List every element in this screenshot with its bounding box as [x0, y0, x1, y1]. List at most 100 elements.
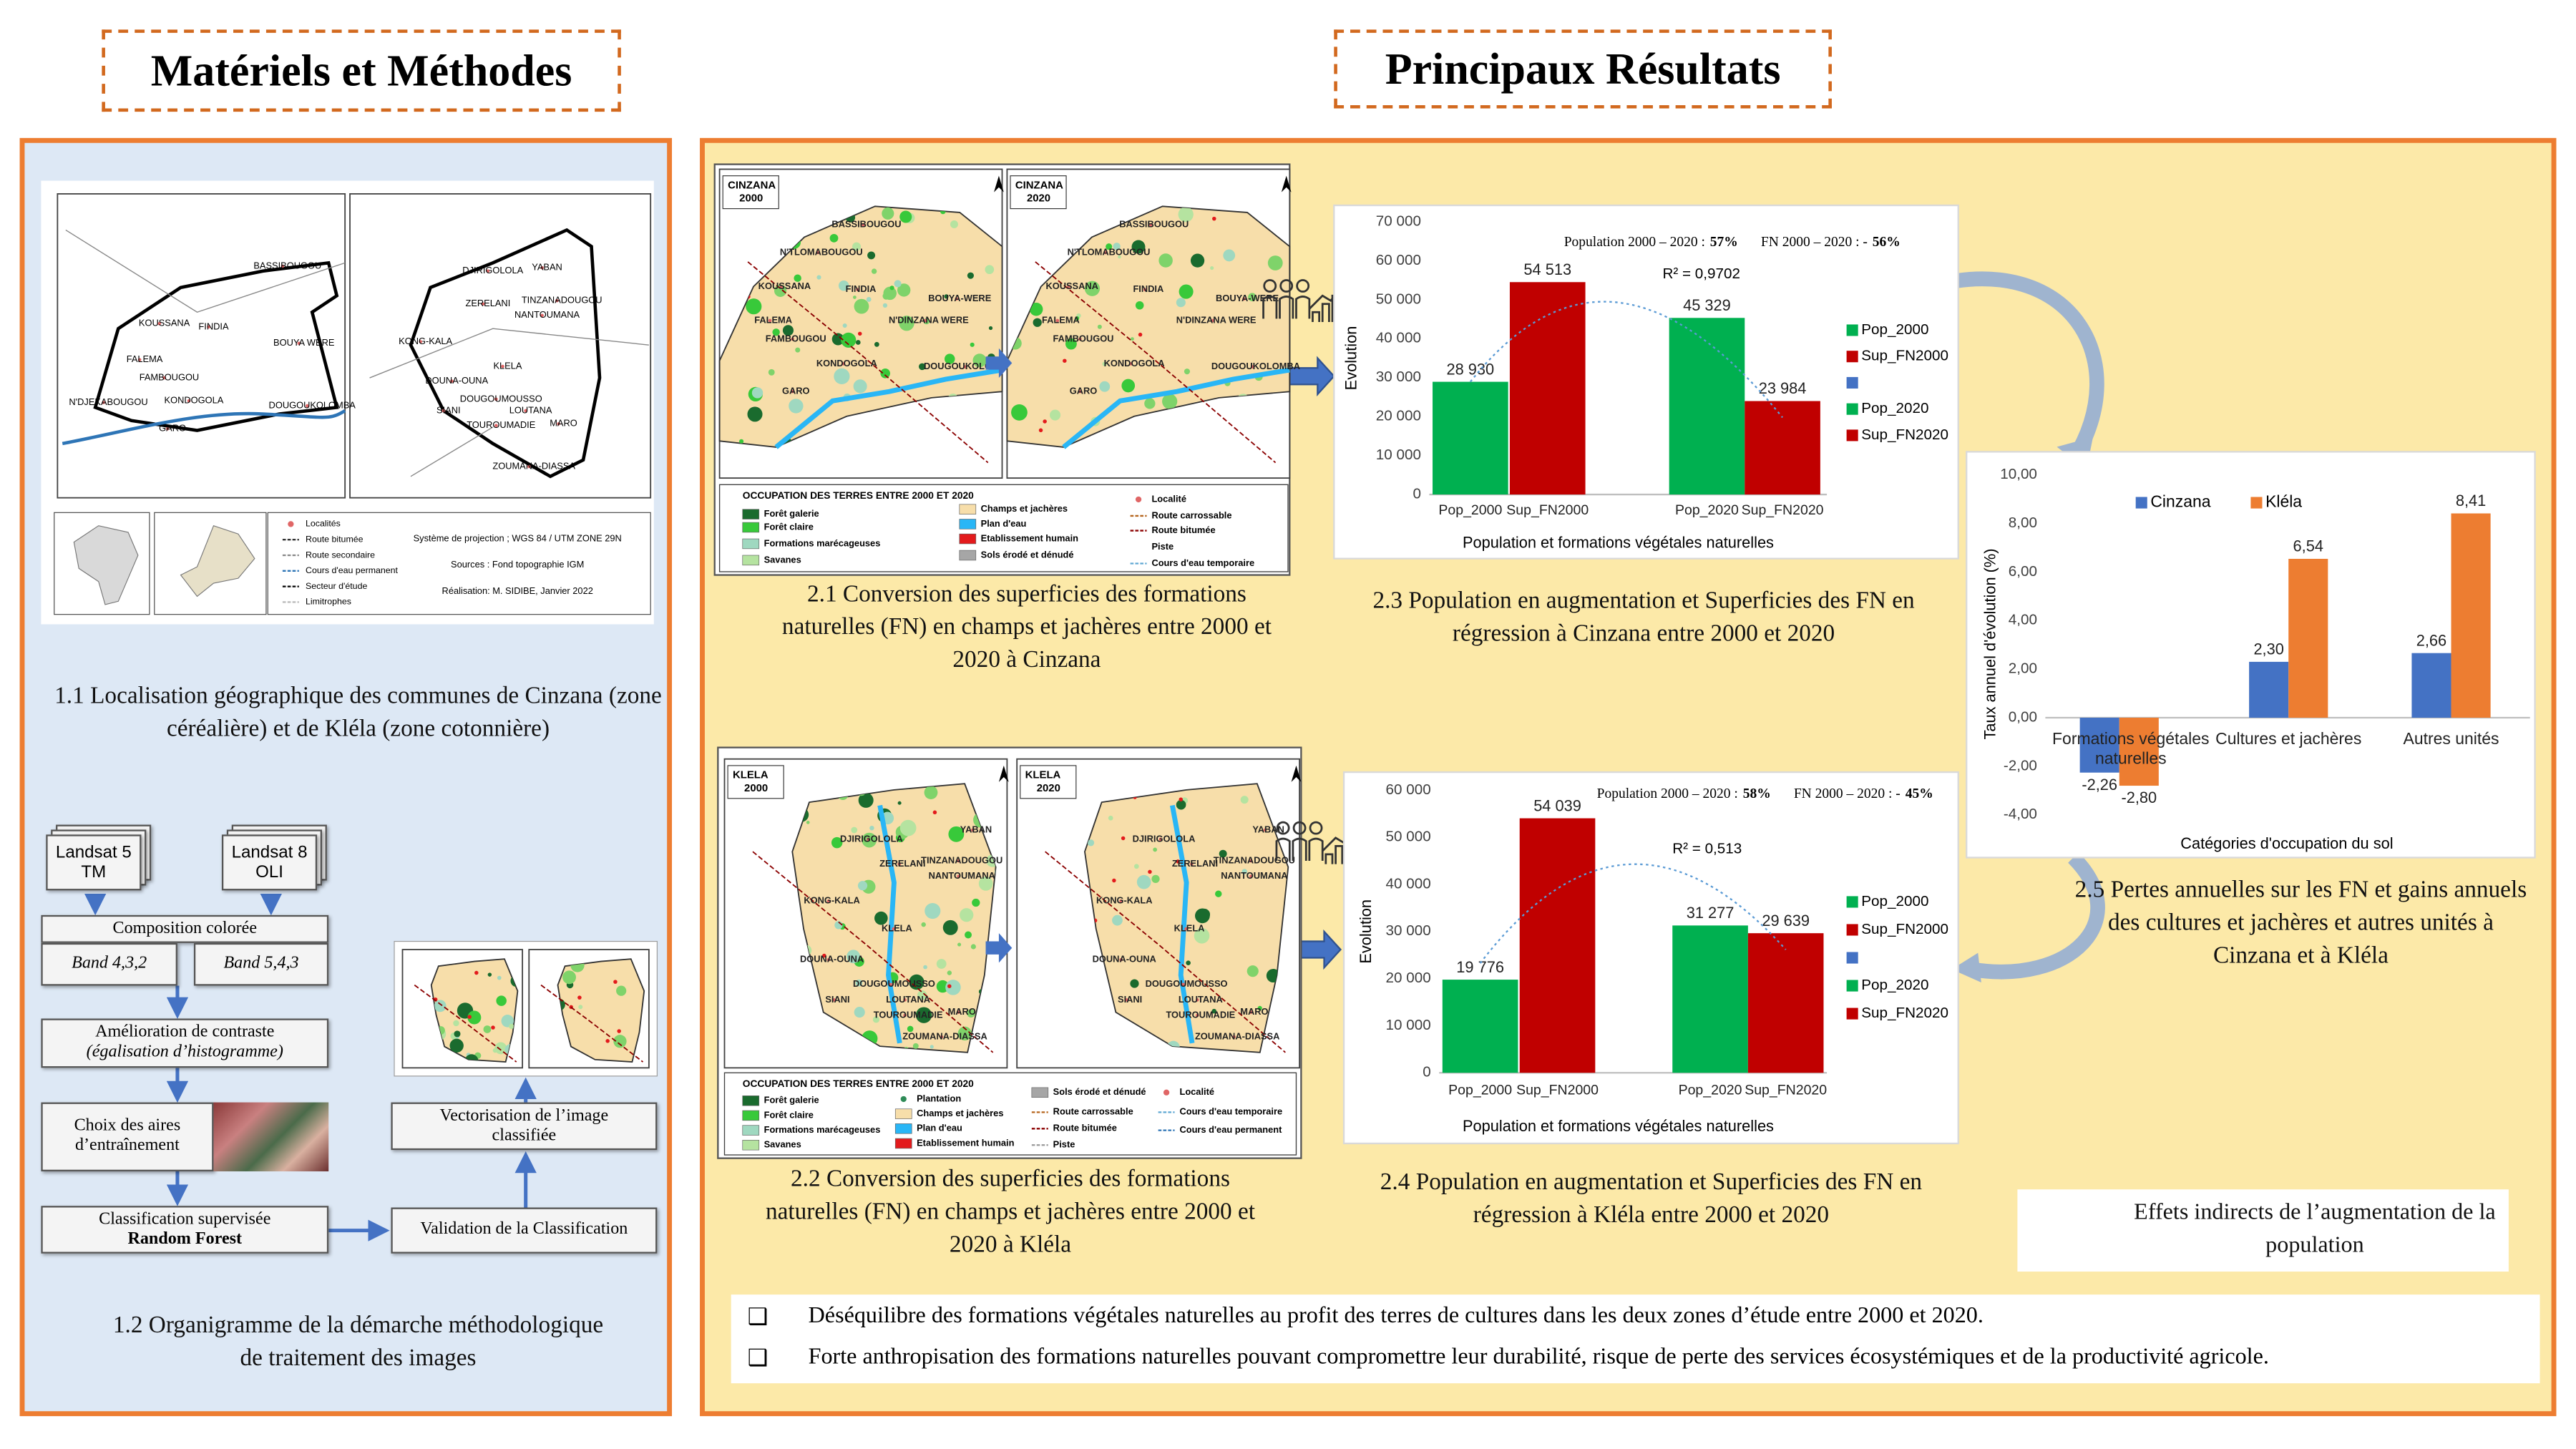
town-dot [419, 340, 423, 343]
town-dot [450, 379, 454, 383]
caption: 1.1 Localisation géographique des commun… [54, 683, 662, 743]
town-dot [1232, 1035, 1236, 1039]
settlement [1038, 428, 1043, 433]
results-header: Principaux Résultats [1334, 29, 1832, 109]
town-dot [555, 298, 559, 303]
map-year: 2020 [1027, 192, 1050, 205]
vegetation-patch [899, 819, 917, 836]
town-label: BASSIBOUGOU [253, 260, 321, 270]
town-label: DJIRIGOLOLA [840, 833, 903, 844]
mali-shape [180, 525, 255, 597]
town-label: NANTOUMANA [1221, 870, 1287, 881]
vegetation-patch [1248, 293, 1257, 302]
town-dot [1242, 297, 1246, 301]
town-label: KONDOGOLA [165, 395, 224, 406]
data-label: 54 513 [1523, 260, 1571, 278]
town-label: FINDIA [1133, 283, 1163, 294]
town-dot [494, 397, 498, 401]
x-tick-label-box: Cultures et jachères [2215, 731, 2361, 749]
training-image [213, 1102, 329, 1171]
vegetation-patch [872, 1016, 880, 1023]
legend-swatch [1846, 403, 1858, 415]
legend-swatch [900, 1096, 907, 1103]
vegetation-patch [1176, 298, 1186, 308]
legend-swatch [959, 519, 977, 530]
town-label: LOUTANA [1179, 994, 1223, 1005]
town-dot [832, 998, 836, 1002]
town-dot [862, 223, 865, 227]
legend-label: Champs et jachères [981, 503, 1068, 514]
town-label: BASSIBOUGOU [831, 219, 901, 230]
caption: 2.3 Population en augmentation et Superf… [1372, 587, 1915, 648]
contrast-box: Amélioration de contraste (égalisation d… [41, 1018, 329, 1068]
methods-header: Matériels et Méthodes [102, 29, 621, 112]
band-box: Band 4,3,2 [41, 942, 177, 986]
town-dot [889, 982, 893, 987]
vegetation-patch [831, 333, 844, 346]
vegetation-patch [1102, 361, 1107, 366]
icon-chart [1322, 825, 1358, 864]
vegetation-patch [449, 1038, 464, 1053]
road [752, 851, 994, 1053]
town-label: DJIRIGOLOLA [462, 265, 523, 275]
road [1045, 851, 1286, 1053]
data-label: 19 776 [1456, 958, 1504, 976]
vegetation-patch [1106, 243, 1113, 250]
vegetation-patch [578, 1005, 583, 1010]
vegetation-patch [1130, 979, 1139, 988]
town-label: DOUGOUMOUSSO [460, 393, 542, 404]
town-label: DOUNA-OUNA [1093, 954, 1156, 965]
vegetation-patch [858, 792, 874, 808]
town-label: KONDOGOLA [816, 358, 877, 369]
annotation-part: FN 2000 – 2020 : - [1761, 235, 1868, 250]
road [1035, 261, 1277, 464]
y-tick-label: 10 000 [1376, 447, 1421, 463]
town-dot [903, 998, 907, 1002]
vegetation-patch [909, 974, 924, 990]
town-label: ZOUMANA-DIASSA [492, 460, 575, 471]
vegetation-patch [945, 980, 961, 995]
town-label: FALEMA [1042, 314, 1080, 325]
vegetation-patch [1118, 255, 1121, 259]
data-label: 45 329 [1683, 296, 1731, 314]
legend-swatch [1846, 924, 1858, 936]
vegetation-patch [562, 970, 576, 985]
x-axis-title: Population et formations végétales natur… [1463, 1117, 1774, 1135]
vegetation-patch [1151, 874, 1160, 883]
landsat5-box: Landsat 5 TM [46, 834, 142, 891]
vegetation-patch [965, 931, 972, 939]
town-label: FALEMA [127, 353, 163, 364]
vegetation-patch [1210, 266, 1214, 270]
vegetation-patch [853, 379, 867, 394]
town-dot [540, 313, 544, 318]
data-label: -2,80 [2121, 789, 2157, 806]
icon-body [1279, 296, 1294, 319]
vegetation-patch [853, 296, 857, 299]
north-arrow [994, 175, 1004, 192]
town-label: GARO [782, 386, 810, 396]
map-year: 2000 [739, 192, 763, 205]
legend-label: Piste [1151, 541, 1174, 552]
legend-label: Localité [1151, 493, 1186, 504]
legend-swatch [959, 533, 977, 545]
y-tick-label: 30 000 [1386, 922, 1431, 939]
legend-label: Pop_2020 [1861, 977, 1928, 993]
vegetation-patch [1179, 284, 1194, 299]
town-dot [971, 828, 975, 832]
vegetation-patch [794, 274, 801, 282]
vegetation-patch [774, 284, 787, 297]
curved-arrow [1923, 271, 2104, 464]
legend-swatch-blank [1846, 376, 1858, 389]
town-dot [1211, 318, 1215, 323]
icon-head [1296, 279, 1310, 293]
vegetation-patch [854, 1007, 865, 1018]
data-label: 23 984 [1759, 379, 1807, 397]
town-label: SIANI [825, 994, 849, 1005]
vegetation-patch [806, 821, 810, 824]
legend-label: Etablissement humain [981, 532, 1078, 543]
bar [1669, 318, 1745, 495]
composition-box: Composition colorée [41, 914, 329, 943]
vegetation-patch [947, 970, 952, 975]
y-axis-title: Evolution [1342, 326, 1360, 391]
